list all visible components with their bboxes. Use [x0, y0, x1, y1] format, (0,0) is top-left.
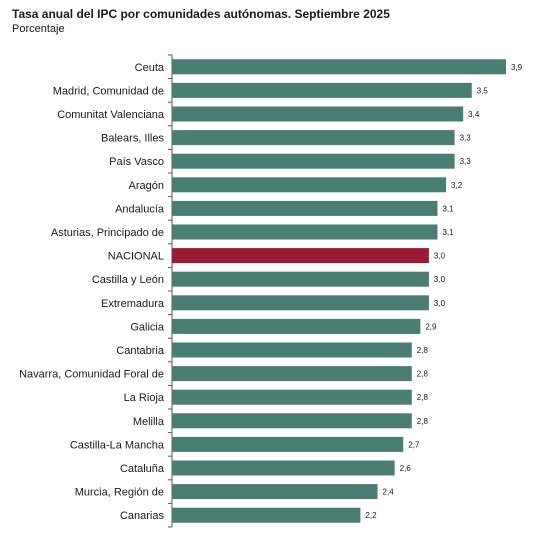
category-label: Balears, Illes [101, 133, 164, 145]
value-label: 2,8 [417, 346, 429, 355]
value-label: 2,2 [365, 511, 377, 520]
value-label: 2,6 [400, 464, 412, 473]
bar [172, 366, 412, 382]
category-label: Murcia, Región de [75, 487, 164, 499]
value-label: 3,4 [468, 110, 480, 119]
bar [172, 295, 429, 311]
value-label: 3,3 [460, 157, 472, 166]
category-label: NACIONAL [108, 251, 164, 263]
value-label: 2,8 [417, 417, 429, 426]
value-label: 3,0 [434, 252, 446, 261]
value-label: 3,1 [442, 228, 454, 237]
category-label: Galicia [130, 321, 165, 333]
value-label: 3,9 [511, 63, 523, 72]
bar [172, 507, 361, 523]
bar [172, 271, 429, 287]
value-label: 2,4 [383, 488, 395, 497]
category-label: La Rioja [124, 392, 165, 404]
bar [172, 153, 455, 169]
bar [172, 389, 412, 405]
bar [172, 59, 506, 75]
value-label: 2,7 [408, 440, 420, 449]
bar-highlight [172, 248, 429, 264]
value-label: 3,1 [442, 204, 454, 213]
bar [172, 200, 438, 216]
chart-title: Tasa anual del IPC por comunidades autón… [12, 7, 390, 21]
bar [172, 130, 455, 146]
category-label: Madrid, Comunidad de [53, 85, 164, 97]
category-label: País Vasco [109, 156, 164, 168]
value-label: 3,2 [451, 181, 463, 190]
category-label: Canarias [120, 510, 165, 522]
category-label: Castilla y León [92, 274, 164, 286]
bar [172, 484, 378, 500]
category-label: Asturias, Principado de [51, 227, 164, 239]
value-label: 3,0 [434, 299, 446, 308]
bar [172, 460, 395, 476]
bar [172, 342, 412, 358]
bar [172, 82, 472, 98]
chart-subtitle: Porcentaje [12, 23, 65, 35]
category-label: Ceuta [135, 62, 165, 74]
category-label: Comunitat Valenciana [57, 109, 165, 121]
category-label: Cantabria [116, 345, 165, 357]
value-label: 3,5 [477, 86, 489, 95]
value-label: 3,3 [460, 134, 472, 143]
value-label: 2,8 [417, 370, 429, 379]
bar [172, 413, 412, 429]
value-label: 3,0 [434, 275, 446, 284]
category-label: Extremadura [101, 298, 165, 310]
category-label: Navarra, Comunidad Foral de [19, 369, 164, 381]
bar [172, 436, 404, 452]
bar [172, 177, 447, 193]
category-label: Aragón [129, 180, 164, 192]
category-label: Castilla-La Mancha [70, 439, 165, 451]
value-label: 2,8 [417, 393, 429, 402]
category-label: Andalucía [115, 203, 165, 215]
bar [172, 224, 438, 240]
category-label: Cataluña [120, 463, 165, 475]
value-label: 2,9 [425, 322, 437, 331]
bar [172, 106, 464, 122]
bar [172, 318, 421, 334]
category-label: Melilla [133, 416, 165, 428]
